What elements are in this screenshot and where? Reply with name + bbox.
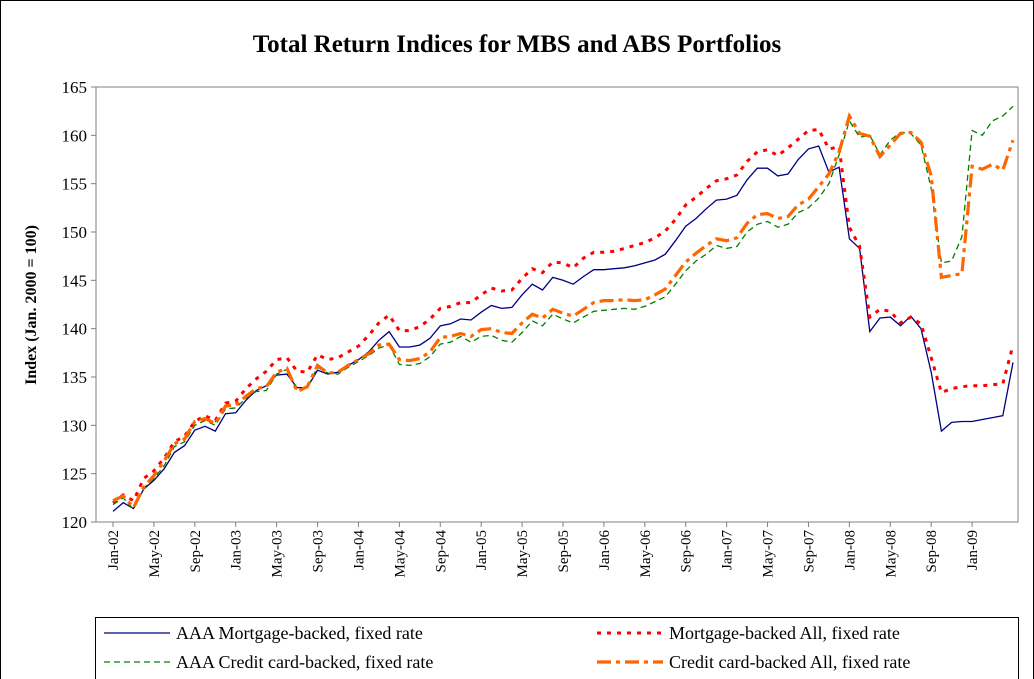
x-tick-label: May-06 bbox=[638, 530, 654, 578]
y-tick-label: 165 bbox=[62, 78, 88, 97]
chart-title: Total Return Indices for MBS and ABS Por… bbox=[253, 31, 782, 58]
x-tick-label: May-02 bbox=[147, 530, 163, 578]
series-line bbox=[112, 111, 1015, 511]
legend-label: Mortgage-backed All, fixed rate bbox=[669, 623, 900, 643]
legend-label: AAA Credit card-backed, fixed rate bbox=[176, 652, 433, 672]
x-tick-label: Sep-05 bbox=[556, 530, 572, 573]
x-tick-label: May-08 bbox=[883, 530, 899, 578]
x-tick-label: Jan-05 bbox=[474, 530, 490, 570]
x-tick-label: Sep-02 bbox=[188, 530, 204, 573]
x-tick-label: Sep-03 bbox=[311, 530, 327, 573]
y-tick-label: 140 bbox=[62, 320, 88, 339]
x-tick-label: Jan-04 bbox=[351, 530, 367, 570]
x-tick-label: May-04 bbox=[392, 530, 408, 578]
x-tick-label: Sep-06 bbox=[679, 530, 695, 573]
x-tick-label: Jan-02 bbox=[106, 530, 122, 570]
y-tick-label: 125 bbox=[62, 465, 88, 484]
x-tick-label: Jan-06 bbox=[597, 530, 613, 570]
y-tick-label: 130 bbox=[62, 416, 88, 435]
legend-label: AAA Mortgage-backed, fixed rate bbox=[176, 623, 423, 643]
x-tick-label: Jan-03 bbox=[229, 530, 245, 570]
plot-area bbox=[95, 86, 1019, 523]
y-tick-label: 160 bbox=[62, 126, 88, 145]
x-tick-label: Jan-08 bbox=[842, 530, 858, 570]
x-tick-label: Sep-07 bbox=[801, 530, 817, 573]
x-tick-label: Jan-07 bbox=[720, 530, 736, 570]
x-tick-label: Sep-08 bbox=[924, 530, 940, 573]
x-tick-label: May-07 bbox=[761, 530, 777, 578]
x-tick-label: Sep-04 bbox=[433, 530, 449, 573]
series-line bbox=[112, 105, 1014, 511]
y-tick-label: 155 bbox=[62, 175, 88, 194]
legend bbox=[95, 617, 1019, 679]
y-tick-label: 120 bbox=[62, 513, 88, 532]
x-tick-label: May-05 bbox=[515, 530, 531, 578]
x-tick-label: Jan-09 bbox=[965, 530, 981, 570]
y-axis-label: Index (Jan. 2000 = 100) bbox=[23, 225, 40, 385]
y-tick-label: 145 bbox=[62, 271, 88, 290]
legend-label: Credit card-backed All, fixed rate bbox=[669, 652, 910, 672]
x-tick-label: May-03 bbox=[270, 530, 286, 578]
y-tick-label: 150 bbox=[62, 223, 88, 242]
y-tick-label: 135 bbox=[62, 368, 88, 387]
